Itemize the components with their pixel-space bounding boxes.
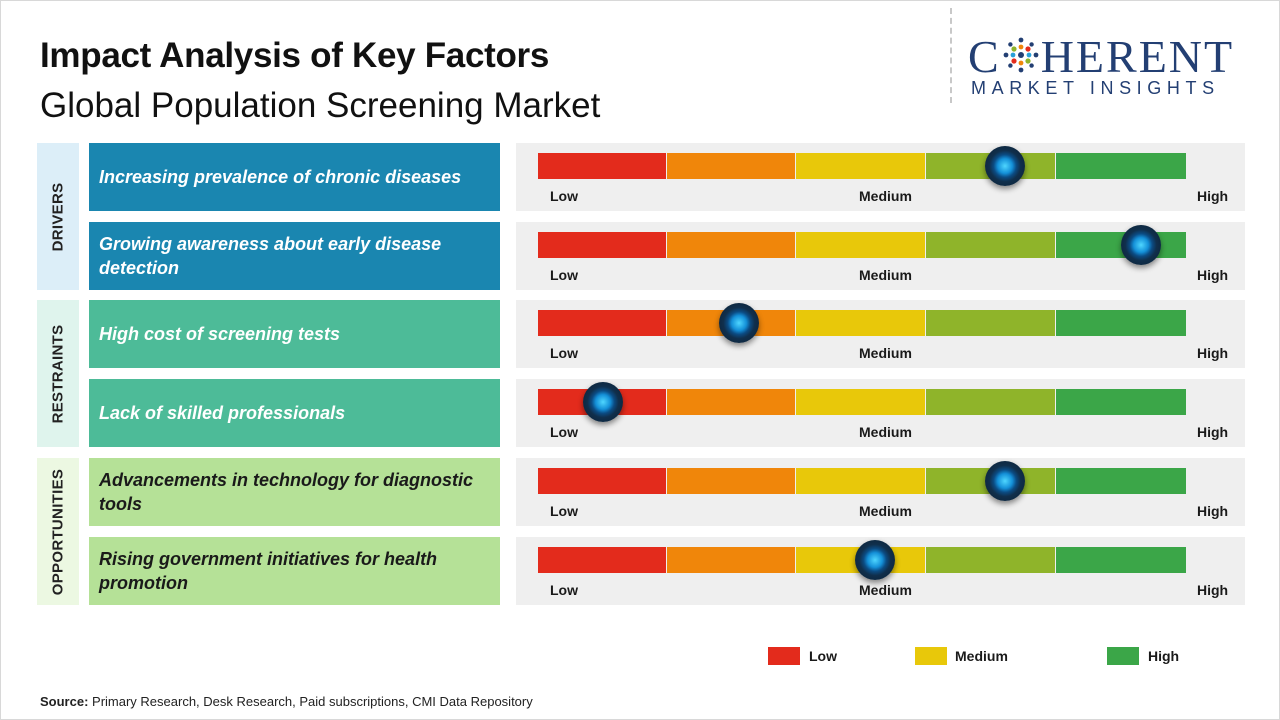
scale-segment-2 <box>667 153 795 179</box>
scale-label-low: Low <box>550 503 578 519</box>
factor-label: Lack of skilled professionals <box>99 403 346 423</box>
scale-label-low: Low <box>550 582 578 598</box>
impact-marker <box>984 461 1025 501</box>
legend-label-low: Low <box>809 648 837 664</box>
scale-segment-5 <box>1056 310 1186 336</box>
scale-label-high: High <box>1197 424 1229 440</box>
globe-icon <box>1003 37 1039 73</box>
group-label-restraints: RESTRAINTS <box>37 300 79 447</box>
scale-label-low: Low <box>550 345 578 361</box>
scale-label-high: High <box>1197 503 1229 519</box>
brand-logo: C HERENT <box>968 30 1234 83</box>
factor-box-opportunities-1: Advancements in technology for diagnosti… <box>89 458 500 526</box>
scale-segment-1 <box>538 153 666 179</box>
scale-label-medium: Medium <box>859 267 912 283</box>
scale-label-medium: Medium <box>859 345 912 361</box>
impact-scale: Low Medium High <box>516 222 1245 290</box>
legend-label-medium: Medium <box>955 648 1008 664</box>
scale-label-low: Low <box>550 188 578 204</box>
scale-segment-3 <box>796 232 925 258</box>
group-label-text: DRIVERS <box>49 182 67 251</box>
scale-segment-5 <box>1056 468 1186 494</box>
scale-segment-4 <box>926 389 1055 415</box>
factor-box-restraints-2: Lack of skilled professionals <box>89 379 500 447</box>
scale-segment-5 <box>1056 153 1186 179</box>
scale-label-low: Low <box>550 267 578 283</box>
scale-segment-2 <box>667 389 795 415</box>
factor-label: Growing awareness about early disease de… <box>99 234 442 278</box>
scale-label-high: High <box>1197 345 1229 361</box>
impact-scale: Low Medium High <box>516 300 1245 368</box>
impact-marker <box>718 303 759 343</box>
scale-label-medium: Medium <box>859 424 912 440</box>
impact-scale: Low Medium High <box>516 537 1245 605</box>
scale-segment-2 <box>667 547 795 573</box>
group-label-text: RESTRAINTS <box>49 324 67 423</box>
factor-box-restraints-1: High cost of screening tests <box>89 300 500 368</box>
scale-label-high: High <box>1197 188 1229 204</box>
factor-label: Increasing prevalence of chronic disease… <box>99 167 462 187</box>
factor-box-drivers-1: Increasing prevalence of chronic disease… <box>89 143 500 211</box>
impact-marker <box>854 540 895 580</box>
scale-segment-1 <box>538 468 666 494</box>
scale-segment-1 <box>538 310 666 336</box>
source-label: Source: <box>40 694 89 709</box>
scale-segment-4 <box>926 310 1055 336</box>
scale-segment-1 <box>538 547 666 573</box>
logo-word: HERENT <box>1040 31 1235 82</box>
factor-box-opportunities-2: Rising government initiatives for health… <box>89 537 500 605</box>
factor-label: Rising government initiatives for health… <box>99 549 438 593</box>
scale-segment-2 <box>667 468 795 494</box>
logo-tagline: MARKET INSIGHTS <box>971 78 1220 98</box>
source-note: Source: Primary Research, Desk Research,… <box>40 694 533 709</box>
scale-label-high: High <box>1197 582 1229 598</box>
scale-segment-2 <box>667 232 795 258</box>
legend-swatch-high <box>1107 647 1139 665</box>
factor-label: High cost of screening tests <box>99 324 341 344</box>
impact-marker <box>582 382 623 422</box>
scale-segment-4 <box>926 232 1055 258</box>
legend-swatch-medium <box>915 647 947 665</box>
scale-label-medium: Medium <box>859 582 912 598</box>
group-label-drivers: DRIVERS <box>37 143 79 290</box>
scale-segment-5 <box>1056 389 1186 415</box>
scale-segment-1 <box>538 232 666 258</box>
page-subtitle: Global Population Screening Market <box>40 86 601 125</box>
scale-label-medium: Medium <box>859 188 912 204</box>
impact-marker <box>984 146 1025 186</box>
page-title: Impact Analysis of Key Factors <box>40 36 550 75</box>
logo-divider <box>950 8 952 103</box>
scale-label-medium: Medium <box>859 503 912 519</box>
scale-segment-3 <box>796 153 925 179</box>
scale-label-high: High <box>1197 267 1229 283</box>
logo-letter: C <box>968 31 1001 82</box>
impact-marker <box>1120 225 1161 265</box>
legend-swatch-low <box>768 647 800 665</box>
impact-scale: Low Medium High <box>516 458 1245 526</box>
group-label-text: OPPORTUNITIES <box>49 468 67 595</box>
factor-label: Advancements in technology for diagnosti… <box>99 470 474 514</box>
impact-scale: Low Medium High <box>516 143 1245 211</box>
scale-segment-4 <box>926 547 1055 573</box>
legend-label-high: High <box>1148 648 1180 664</box>
scale-segment-3 <box>796 468 925 494</box>
scale-label-low: Low <box>550 424 578 440</box>
source-text: Primary Research, Desk Research, Paid su… <box>92 694 533 709</box>
group-label-opportunities: OPPORTUNITIES <box>37 458 79 605</box>
factor-box-drivers-2: Growing awareness about early disease de… <box>89 222 500 290</box>
scale-segment-3 <box>796 389 925 415</box>
scale-segment-3 <box>796 310 925 336</box>
impact-scale: Low Medium High <box>516 379 1245 447</box>
scale-segment-5 <box>1056 547 1186 573</box>
